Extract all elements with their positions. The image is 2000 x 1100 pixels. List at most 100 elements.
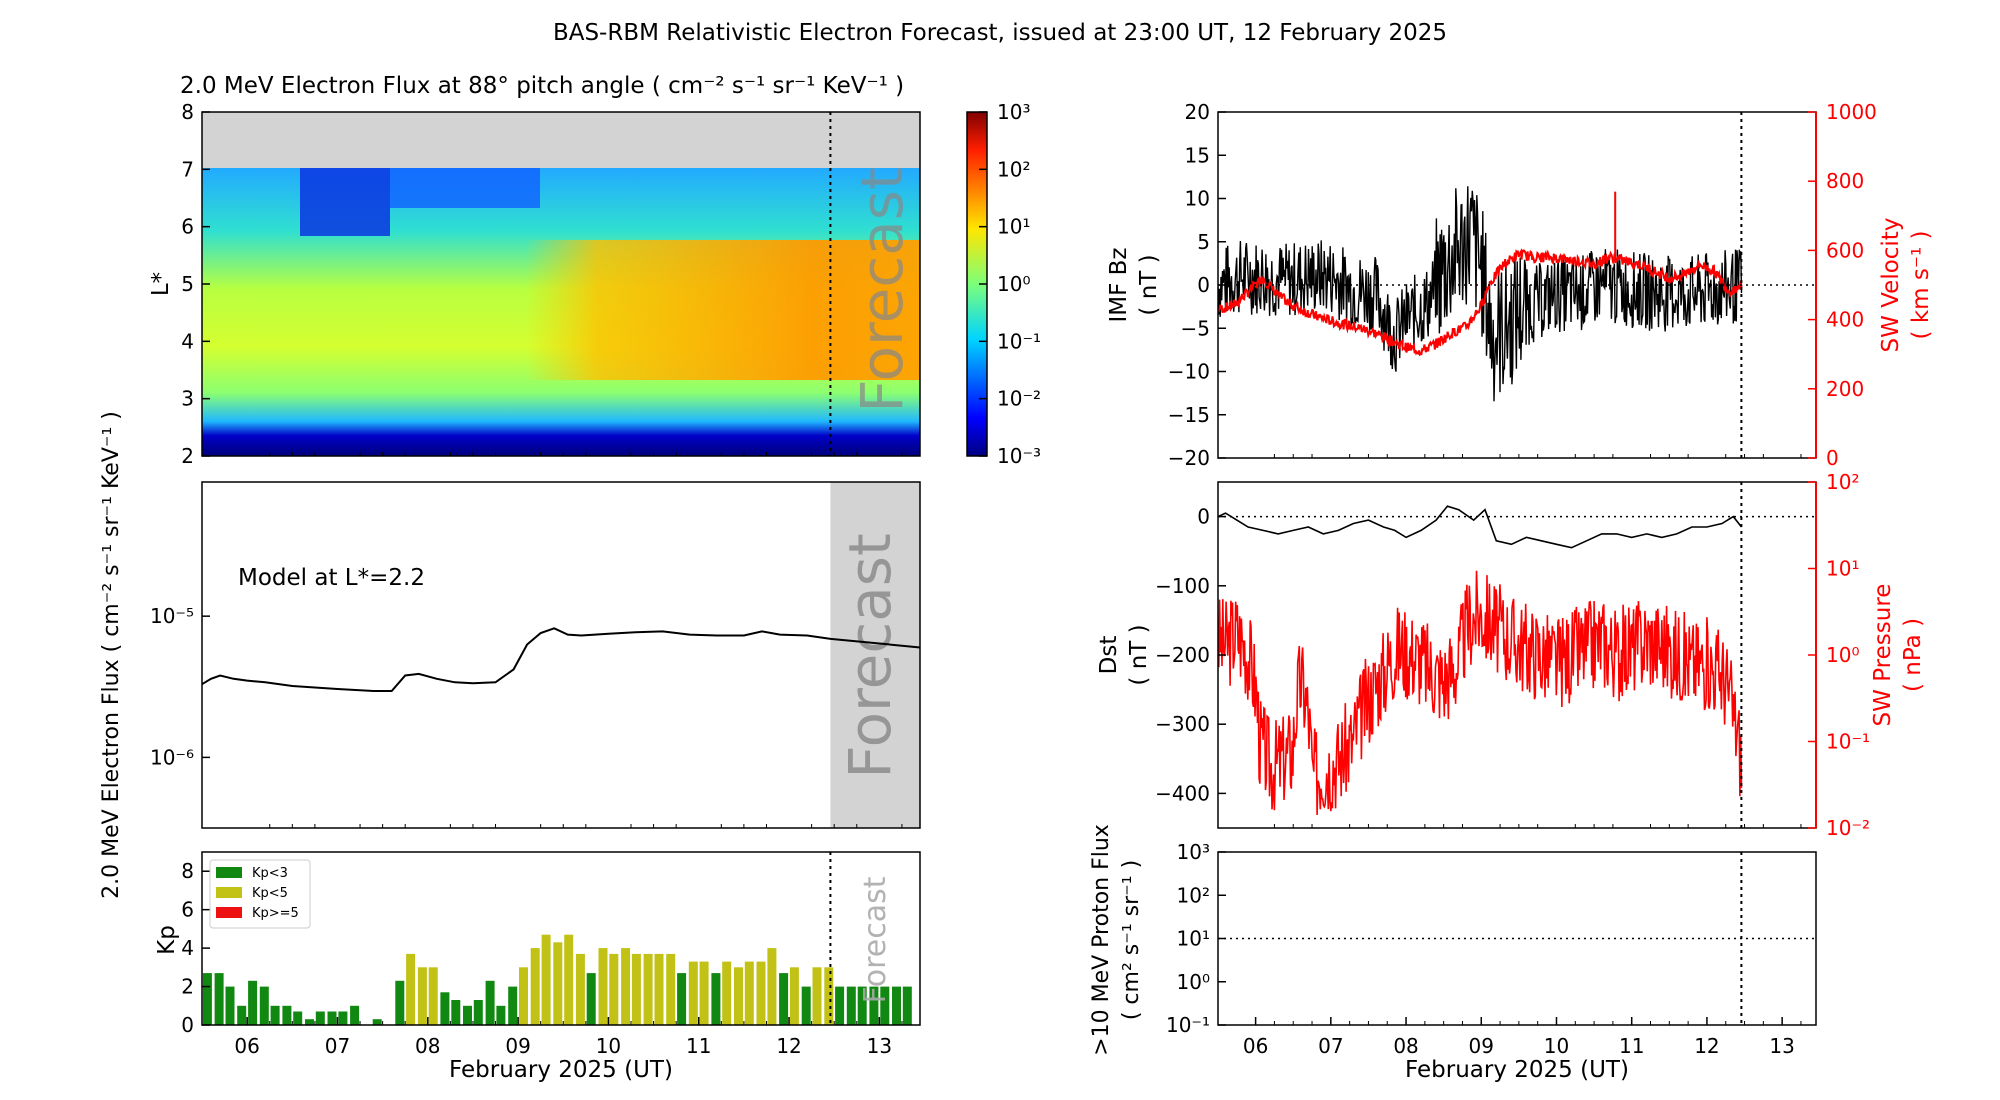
kp-ylabel: Kp	[154, 925, 180, 955]
kp-bar	[417, 967, 427, 1025]
x-tick-label: 10	[596, 1034, 621, 1058]
y-tick-label: 20	[1185, 100, 1210, 124]
legend-swatch-low	[216, 867, 242, 878]
kp-bar	[654, 953, 664, 1025]
y-tick-label: 10³	[997, 100, 1030, 124]
y-tick-label: 7	[181, 157, 194, 181]
x-tick-label: 13	[867, 1034, 892, 1058]
y-tick-label: 10	[1185, 187, 1210, 211]
kp-bar	[722, 961, 732, 1025]
proton-flux-panel: 10³ 10² 10¹ 10⁰ 10⁻¹ 06 07 08 09 10 11 12 13 >10 Me…	[1089, 824, 1817, 1083]
line-frame	[201, 481, 921, 829]
kp-bar	[767, 948, 777, 1025]
y-tick-label: 10²	[1826, 470, 1859, 494]
y-tick-label: 8	[181, 859, 194, 883]
model-annotation: Model at L*=2.2	[238, 565, 425, 591]
kp-bar	[857, 986, 867, 1025]
kp-bar	[202, 973, 212, 1025]
kp-bar	[485, 980, 495, 1025]
y-tick-label: 10⁻⁶	[150, 745, 194, 769]
y-tick-label: 10⁻⁵	[150, 604, 194, 628]
x-tick-label: 11	[686, 1034, 711, 1058]
legend-swatch-high	[216, 907, 242, 918]
y-tick-label: 0	[1826, 446, 1839, 470]
y-tick-label: 10⁻²	[1826, 816, 1870, 840]
y-tick-label: 10⁻¹	[1166, 1013, 1210, 1037]
legend-swatch-mid	[216, 887, 242, 898]
y-tick-label: 5	[181, 272, 194, 296]
y-tick-label: 10³	[1177, 840, 1210, 864]
kp-bar	[282, 1005, 292, 1025]
y-tick-label: 10²	[997, 157, 1030, 181]
y-tick-label: 10⁻¹	[1826, 730, 1870, 754]
y-tick-label: 10⁰	[1826, 643, 1859, 667]
kp-bar	[406, 953, 416, 1025]
kp-bar	[451, 1000, 461, 1025]
x-tick-label: 07	[325, 1034, 350, 1058]
y-tick-label: 6	[181, 898, 194, 922]
kp-bar	[586, 973, 596, 1025]
kp-bar	[575, 953, 585, 1025]
kp-bar	[779, 973, 789, 1025]
heatmap-title: 2.0 MeV Electron Flux at 88° pitch angle…	[180, 73, 904, 99]
kp-bar	[327, 1011, 337, 1025]
kp-bar	[744, 961, 754, 1025]
y-tick-label: 0	[1197, 505, 1210, 529]
kp-bar	[902, 986, 912, 1025]
legend-label: Kp<3	[252, 866, 288, 881]
y-tick-label: 10²	[1177, 883, 1210, 907]
x-tick-label: 09	[505, 1034, 530, 1058]
kp-bar	[869, 986, 879, 1025]
kp-bar	[711, 973, 721, 1025]
flux-enhancement	[202, 240, 920, 380]
kp-bar	[293, 1011, 303, 1025]
dst-pressure-panel: 0 −100 −200 −300 −400 10² 10¹ 10⁰ 10⁻¹ 10⁻² Dst(…	[1096, 470, 1926, 840]
kp-bar	[248, 980, 258, 1025]
kp-bar	[756, 961, 766, 1025]
y-tick-label: 10⁻³	[997, 444, 1041, 468]
x-tick-label: 10	[1544, 1034, 1569, 1058]
kp-bar	[688, 961, 698, 1025]
kp-bar	[621, 948, 631, 1025]
heatmap-ylabel: L*	[148, 272, 174, 296]
y-tick-label: 2	[181, 975, 194, 999]
kp-bar	[463, 1005, 472, 1025]
y-tick-label: 10⁻²	[997, 387, 1041, 411]
kp-bar	[214, 973, 224, 1025]
y-tick-label: −200	[1155, 643, 1210, 667]
proton-frame	[1217, 851, 1817, 1026]
y-tick-label: −5	[1181, 316, 1210, 340]
forecast-shade	[830, 482, 920, 828]
kp-bar	[372, 1019, 382, 1025]
y-tick-label: 4	[181, 936, 194, 960]
y-tick-label: 15	[1185, 143, 1210, 167]
y-tick-label: 10¹	[1177, 927, 1210, 951]
kp-bar	[598, 948, 608, 1025]
kp-bar	[496, 1005, 506, 1025]
forecast-watermark: Forecast	[858, 876, 893, 1003]
sw-velocity-line	[1218, 191, 1743, 357]
line-ylabel: 2.0 MeV Electron Flux ( cm⁻² s⁻¹ sr⁻¹ Ke…	[99, 411, 124, 899]
y-tick-label: 1000	[1826, 100, 1877, 124]
x-tick-label: 08	[415, 1034, 440, 1058]
y-tick-label: 2	[181, 444, 194, 468]
kp-bar	[519, 967, 528, 1025]
kp-bar	[338, 1011, 348, 1025]
figure-title: BAS-RBM Relativistic Electron Forecast, …	[553, 20, 1447, 46]
y-tick-label: 10⁰	[1177, 970, 1210, 994]
kp-bar	[553, 942, 563, 1025]
dst-line	[1218, 505, 1743, 549]
y-tick-label: 0	[1197, 273, 1210, 297]
x-tick-label: 12	[776, 1034, 801, 1058]
kp-bar	[643, 953, 653, 1025]
legend-label: Kp<5	[252, 886, 288, 901]
x-tick-label: 12	[1694, 1034, 1719, 1058]
kp-bar	[440, 992, 450, 1025]
y-tick-label: 10⁻¹	[997, 329, 1041, 353]
y-tick-label: −400	[1155, 781, 1210, 805]
y-tick-label: 5	[1197, 230, 1210, 254]
y-tick-label: 0	[181, 1013, 194, 1037]
x-tick-label: 08	[1393, 1034, 1418, 1058]
kp-bar	[835, 986, 845, 1025]
imf-bz-line	[1218, 186, 1743, 402]
